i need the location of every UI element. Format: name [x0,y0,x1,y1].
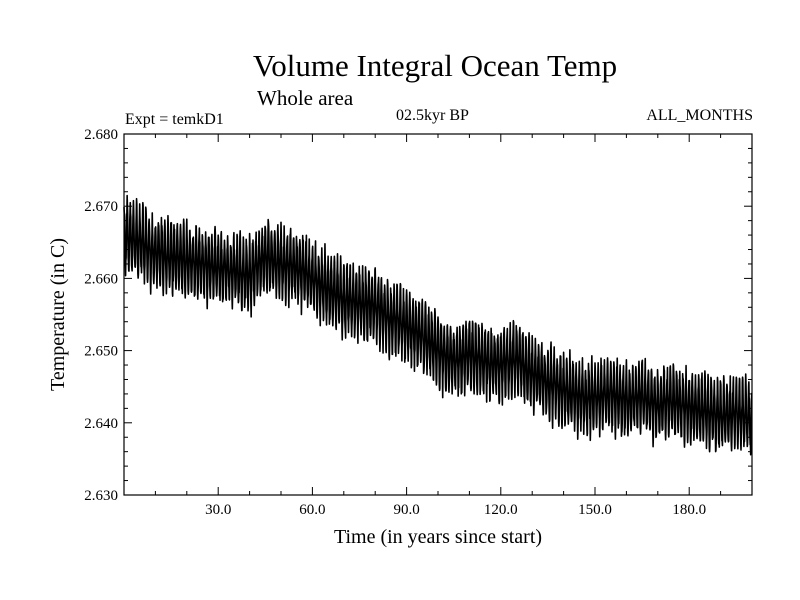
y-tick-label: 2.680 [84,127,118,143]
months-label: ALL_MONTHS [646,107,753,124]
y-tick-label: 2.660 [84,271,118,287]
x-tick-label: 60.0 [299,502,325,518]
chart-title: Volume Integral Ocean Temp [252,48,618,83]
plot-frame [123,133,753,496]
period-label: 02.5kyr BP [396,107,469,124]
x-tick-label: 180.0 [672,502,706,518]
ticks-layer: 30.0 60.0 90.0 120.0 150.0 180.0 2.630 2.640 2.6… [84,127,752,518]
y-tick-label: 2.650 [84,344,118,360]
chart-subtitle: Whole area [257,86,354,110]
series-layer [123,194,753,456]
x-axis-label: Time (in years since start) [334,526,542,548]
x-tick-label: 90.0 [393,502,419,518]
experiment-label: Expt = temkD1 [125,111,224,128]
x-tick-label: 120.0 [484,502,518,518]
y-axis-label: Temperature (in C) [47,238,69,391]
y-tick-label: 2.630 [84,488,118,504]
y-tick-label: 2.640 [84,416,118,432]
x-tick-label: 30.0 [205,502,231,518]
series-line [123,194,753,456]
x-tick-label: 150.0 [578,502,612,518]
y-tick-label: 2.670 [84,199,118,215]
